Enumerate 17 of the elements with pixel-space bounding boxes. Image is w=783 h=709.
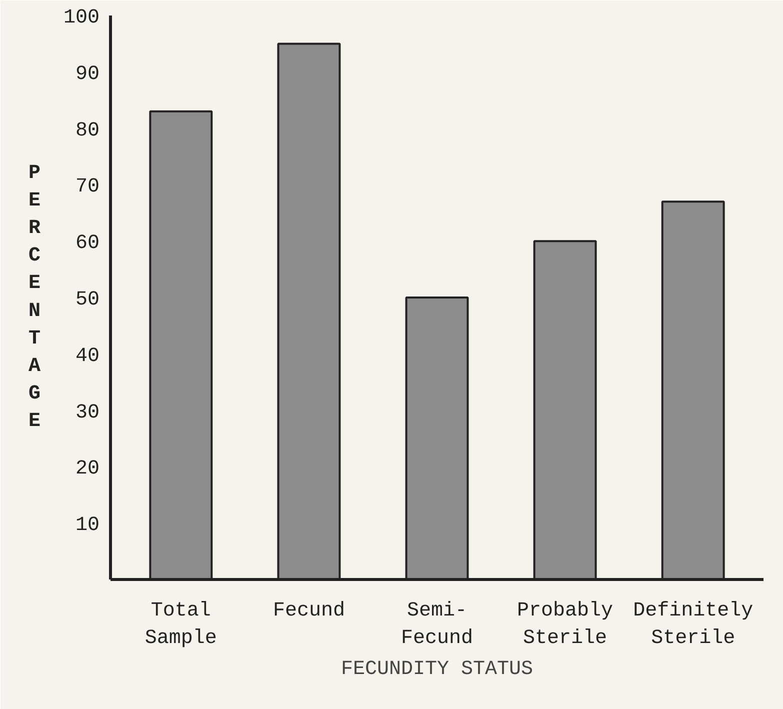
y-tick-label: 40	[75, 344, 100, 368]
x-tick-label: Definitely Sterile	[633, 600, 754, 650]
text: PERCENTAGE	[28, 162, 41, 434]
y-tick-label: 60	[75, 232, 100, 256]
x-tick-label: Fecund	[272, 600, 345, 622]
y-tick-label: 20	[75, 458, 100, 481]
x-tick-label: Semi- Fecund	[400, 600, 474, 650]
y-tick-label: 90	[75, 62, 100, 86]
x-tick-label: Total Sample	[144, 600, 217, 650]
y-tick-label: 50	[75, 288, 100, 312]
y-tick-label: 80	[75, 119, 100, 142]
y-tick-label: 100	[63, 6, 100, 30]
x-tick-label: Probably Sterile	[517, 600, 614, 650]
x-axis-title: FECUNDITY STATUS	[340, 658, 534, 682]
y-tick-label: 10	[75, 514, 100, 538]
y-tick-label: 70	[75, 176, 100, 199]
y-tick-label: 30	[75, 401, 100, 424]
